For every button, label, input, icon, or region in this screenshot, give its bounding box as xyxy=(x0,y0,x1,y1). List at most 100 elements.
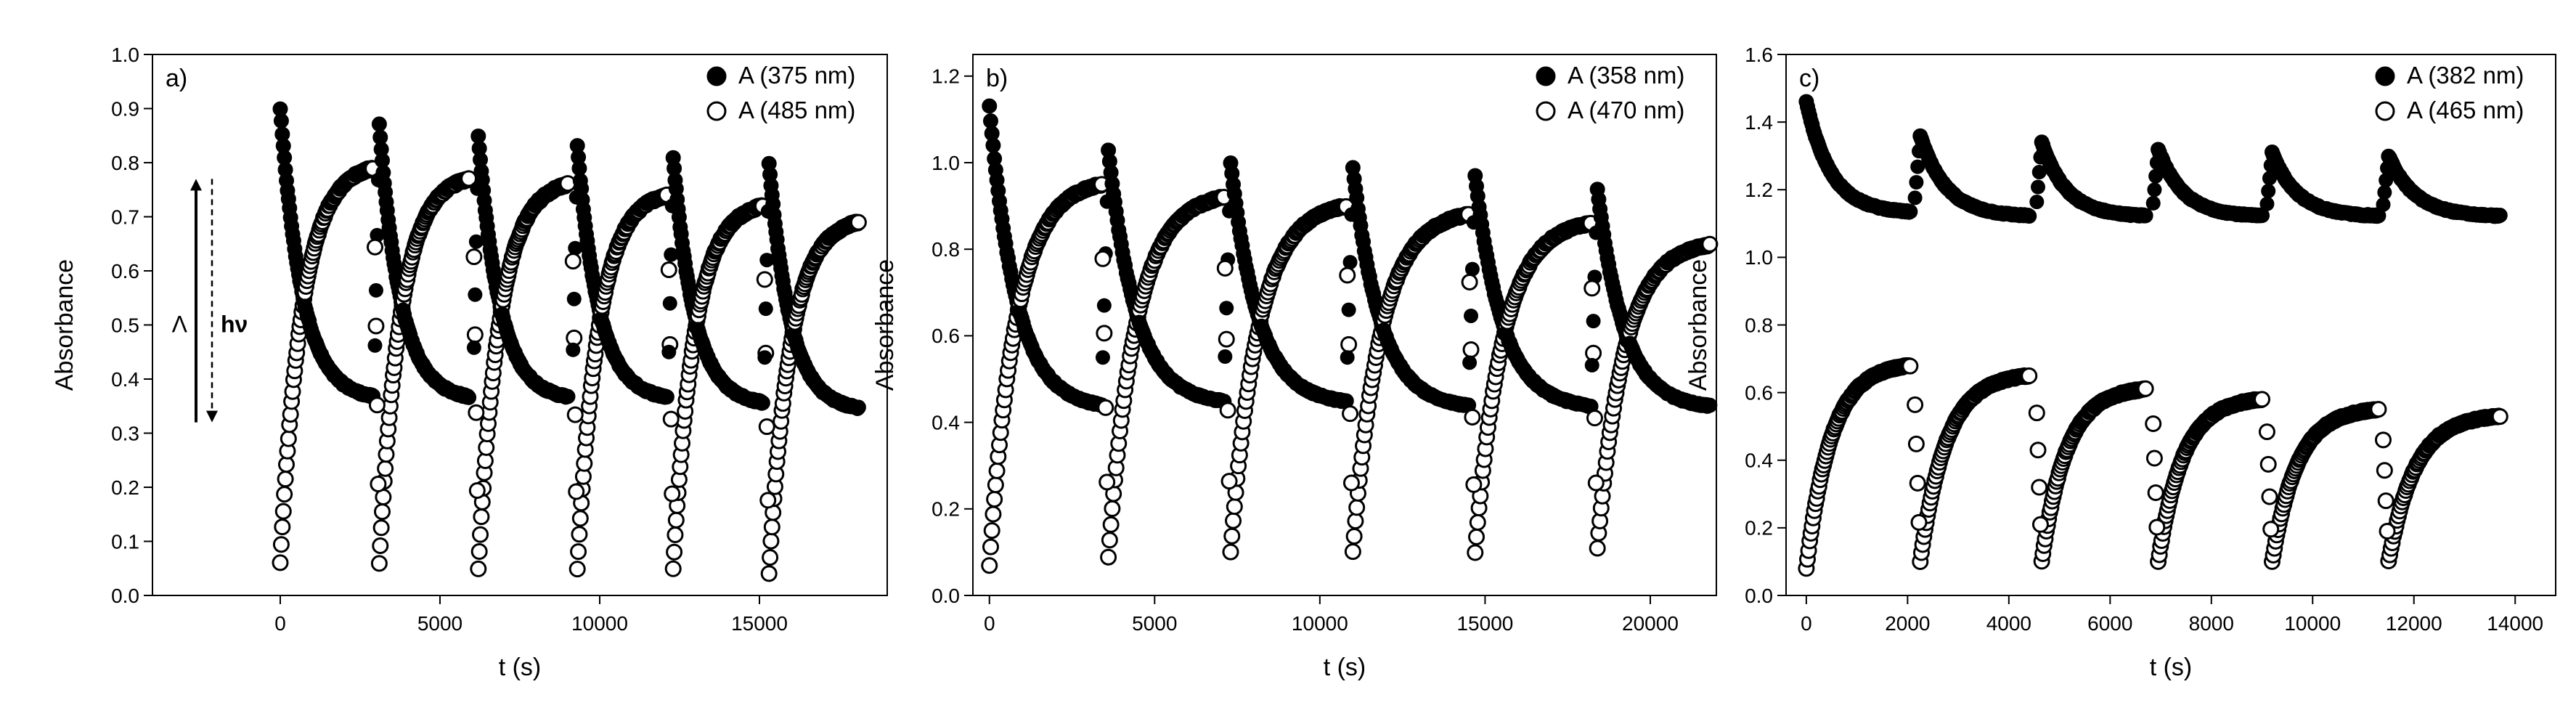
filled-point xyxy=(1341,302,1356,317)
filled-point xyxy=(2148,168,2164,184)
open-point xyxy=(1104,500,1121,517)
x-axis: 0 2000 4000 6000 8000 10000 12000 14000 xyxy=(1801,595,2543,635)
x-tick-label: 10000 xyxy=(2284,612,2341,635)
open-point xyxy=(272,554,289,571)
legend: A (358 nm) A (470 nm) xyxy=(1536,62,1684,123)
filled-point xyxy=(1909,175,1924,190)
filled-point xyxy=(662,296,677,311)
open-point xyxy=(1465,476,1483,493)
filled-point xyxy=(661,344,677,359)
filled-point xyxy=(1340,350,1355,365)
y-tick-label: 0.2 xyxy=(932,498,960,521)
open-point xyxy=(660,261,677,279)
x-tick-label: 4000 xyxy=(1986,612,2031,635)
open-point xyxy=(1342,474,1360,492)
open-point xyxy=(981,557,998,574)
filled-point xyxy=(2031,179,2046,195)
filled-point xyxy=(468,234,484,249)
filled-point xyxy=(2376,197,2391,212)
y-axis: 0.0 0.2 0.4 0.6 0.8 1.0 1.2 1.4 1.6 xyxy=(1745,44,1786,607)
open-point xyxy=(1462,341,1480,358)
filled-point xyxy=(1344,207,1359,222)
y-tick-label: 0.8 xyxy=(111,152,139,174)
open-point xyxy=(276,486,293,503)
filled-point xyxy=(371,116,387,132)
open-point xyxy=(1583,280,1601,297)
open-point xyxy=(2376,462,2393,479)
x-tick-label: 5000 xyxy=(1132,612,1177,635)
open-point xyxy=(1464,408,1481,426)
x-tick-label: 6000 xyxy=(2087,612,2132,635)
open-point xyxy=(2137,380,2154,397)
open-point xyxy=(370,555,388,572)
open-point xyxy=(468,481,486,499)
x-tick-label: 10000 xyxy=(571,612,628,635)
filled-point xyxy=(560,388,576,404)
open-point xyxy=(1218,330,1235,348)
x-tick-label: 20000 xyxy=(1622,612,1679,635)
x-tick-label: 10000 xyxy=(1292,612,1348,635)
open-point xyxy=(377,460,394,477)
open-point xyxy=(1096,325,1113,342)
legend: A (382 nm) A (465 nm) xyxy=(2375,62,2524,123)
open-point xyxy=(2147,484,2164,501)
open-point xyxy=(758,418,775,436)
filled-point xyxy=(754,395,770,411)
y-tick-label: 0.4 xyxy=(1745,449,1773,472)
panel-1: 0.0 0.1 0.2 0.3 0.4 0.5 0.6 0.7 0.8 0.9 1.0 0 5000 10… xyxy=(51,44,888,681)
open-point xyxy=(570,543,587,561)
filled-point xyxy=(1464,308,1479,323)
filled-point xyxy=(2145,195,2161,211)
filled-point xyxy=(370,227,385,243)
open-point xyxy=(1902,357,1919,375)
open-point xyxy=(1909,474,1926,492)
open-point xyxy=(1225,512,1242,529)
y-tick-label: 0.8 xyxy=(1745,314,1773,336)
filled-point xyxy=(1589,225,1604,240)
open-point xyxy=(568,483,585,500)
open-point xyxy=(1469,513,1486,531)
open-point xyxy=(473,508,490,526)
open-point xyxy=(274,503,292,520)
open-point xyxy=(368,396,386,414)
open-point xyxy=(468,404,485,421)
open-point xyxy=(2491,408,2508,426)
open-point xyxy=(1102,516,1120,533)
y-axis-label: Absorbance xyxy=(51,259,78,391)
open-point xyxy=(1097,399,1114,416)
open-point xyxy=(1223,527,1241,545)
y-tick-label: 1.2 xyxy=(1745,179,1773,201)
open-point xyxy=(370,476,387,493)
y-tick-label: 0.2 xyxy=(1745,517,1773,540)
panel-label: c) xyxy=(1799,65,1819,92)
legend-open-marker xyxy=(706,101,727,121)
legend-label: A (382 nm) xyxy=(2407,62,2524,89)
panel-label: a) xyxy=(166,65,187,92)
panel-label: b) xyxy=(986,65,1008,92)
open-point xyxy=(2370,401,2387,418)
open-point xyxy=(762,549,779,566)
y-axis: 0.0 0.1 0.2 0.3 0.4 0.5 0.6 0.7 0.8 0.9 1.0 xyxy=(111,44,152,607)
open-point xyxy=(664,560,682,577)
filled-point xyxy=(568,190,584,205)
filled-point xyxy=(1218,349,1233,365)
y-tick-label: 1.2 xyxy=(932,65,960,88)
solid-up-arrowhead xyxy=(190,179,202,191)
legend-label: A (470 nm) xyxy=(1568,97,1684,123)
open-point xyxy=(1587,474,1605,492)
panel-3: 0.0 0.2 0.4 0.6 0.8 1.0 1.2 1.4 1.6 0 2000 4000 6000… xyxy=(1684,44,2556,681)
filled-point xyxy=(1466,215,1481,230)
data-points xyxy=(1798,94,2508,577)
x-tick-label: 0 xyxy=(984,612,995,635)
x-axis-label: t (s) xyxy=(2150,654,2193,681)
filled-point xyxy=(1584,357,1599,373)
y-tick-label: 1.4 xyxy=(1745,111,1773,134)
open-point xyxy=(1226,498,1243,516)
filled-point xyxy=(759,253,775,268)
y-tick-label: 0.0 xyxy=(111,585,139,607)
y-axis: 0.0 0.2 0.4 0.6 0.8 1.0 1.2 xyxy=(932,65,973,607)
y-tick-label: 1.0 xyxy=(111,44,139,66)
data-points xyxy=(272,101,867,582)
open-point xyxy=(2148,518,2166,536)
y-tick-label: 0.6 xyxy=(932,325,960,347)
